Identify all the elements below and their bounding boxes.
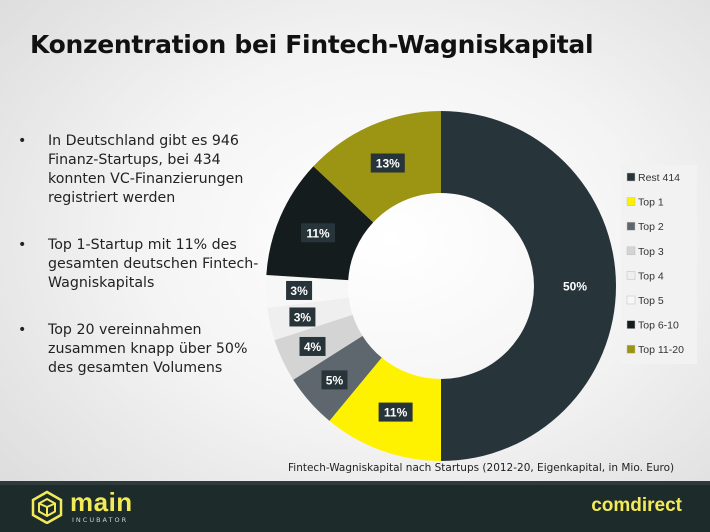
chart-legend: Rest 414 Top 1 Top 2 Top 3 Top 4 Top 5 Top 6-1…: [621, 165, 697, 364]
data-label: 4%: [299, 336, 326, 356]
data-label-text: 11%: [384, 406, 408, 420]
bullet-symbol: •: [18, 133, 27, 149]
legend-swatch: [626, 197, 636, 206]
legend-swatch: [626, 221, 636, 231]
legend-swatch: [626, 246, 636, 256]
data-label-text: 11%: [306, 226, 330, 240]
donut-slice: [266, 166, 374, 281]
bullet-item: • Top 20 vereinnahmen zusammen knapp über…: [18, 321, 268, 378]
legend-swatch: [626, 295, 636, 305]
data-label: 13%: [370, 153, 405, 173]
data-label-box: [321, 370, 348, 390]
legend-background: [621, 165, 697, 364]
legend-label: Top 2: [638, 221, 664, 233]
bullet-item: • In Deutschland gibt es 946 Finanz-Start…: [18, 132, 268, 208]
comdirect-logo: comdirect: [591, 495, 682, 516]
legend-label: Top 6-10: [638, 320, 679, 332]
page-title: Konzentration bei Fintech-Wagniskapital: [30, 30, 594, 59]
donut-slice: [441, 111, 616, 461]
data-label-box: [378, 402, 413, 422]
data-label-box: [289, 307, 316, 327]
data-label-text: 13%: [376, 157, 400, 171]
bullet-text: Top 1-Startup mit 11% des gesamten deuts…: [48, 237, 259, 291]
data-label-box: [558, 276, 592, 296]
bullet-text: In Deutschland gibt es 946 Finanz-Startu…: [48, 133, 244, 206]
data-label-text: 4%: [304, 340, 322, 354]
legend-label: Top 1: [638, 197, 664, 209]
brand-main-subtitle: INCUBATOR: [72, 516, 129, 524]
legend-swatch: [626, 172, 636, 182]
data-label-text: 3%: [294, 310, 312, 324]
brand-main-wordmark: main: [70, 487, 133, 517]
bullet-symbol: •: [18, 237, 27, 253]
data-label: 5%: [321, 370, 348, 390]
footer-bar: main INCUBATOR comdirect: [0, 481, 710, 532]
legend-label: Top 3: [638, 246, 664, 258]
legend-label: Rest 414: [638, 172, 680, 184]
footer-accent-line: [0, 481, 710, 485]
data-label: 3%: [286, 280, 313, 300]
data-label-box: [301, 223, 336, 243]
data-label-box: [286, 280, 313, 300]
data-label-box: [299, 336, 326, 356]
data-label: 11%: [378, 402, 413, 422]
data-label: 50%: [558, 276, 592, 296]
cube-logo-icon: [31, 490, 63, 524]
data-label: 11%: [301, 223, 336, 243]
bullet-text: Top 20 vereinnahmen zusammen knapp über …: [48, 322, 248, 376]
legend-swatch: [626, 344, 636, 354]
data-label-box: [370, 153, 405, 173]
chart-caption: Fintech-Wagniskapital nach Startups (201…: [288, 462, 675, 474]
data-label: 3%: [289, 307, 316, 327]
data-label-text: 3%: [290, 284, 308, 298]
legend-label: Top 11-20: [638, 344, 684, 356]
data-label-text: 5%: [326, 373, 344, 387]
legend-label: Top 5: [638, 295, 664, 307]
bullet-item: • Top 1-Startup mit 11% des gesamten deut…: [18, 236, 268, 293]
legend-swatch: [626, 271, 636, 280]
legend-swatch: [626, 320, 636, 329]
donut-chart: 50% 11% 5% 4% 3% 3% 11% 13% Rest 414 Top 1 Top 2 To…: [266, 111, 697, 461]
legend-label: Top 4: [638, 270, 664, 282]
bullet-symbol: •: [18, 322, 27, 338]
data-label-text: 50%: [563, 280, 587, 294]
bullet-list: • In Deutschland gibt es 946 Finanz-Start…: [18, 132, 268, 406]
